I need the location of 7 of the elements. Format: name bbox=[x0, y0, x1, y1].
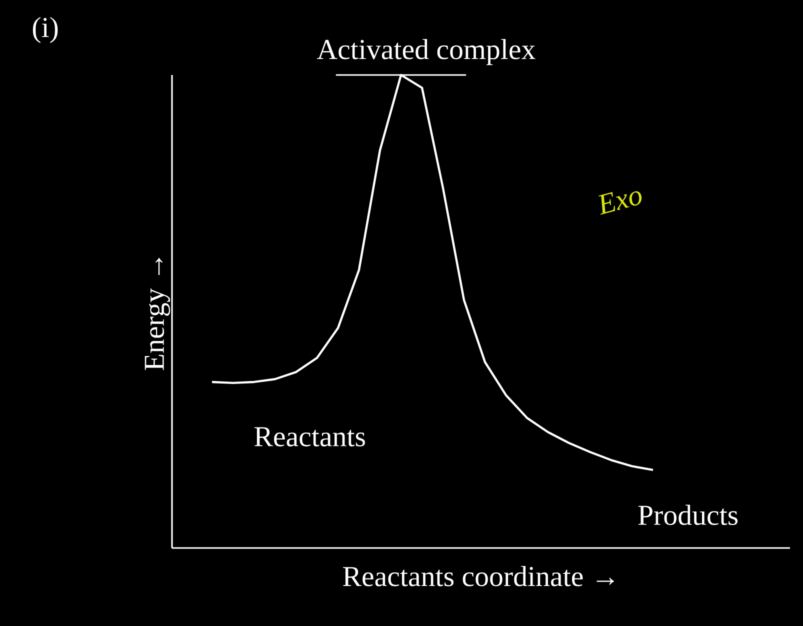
chart-title: (i) bbox=[32, 16, 58, 44]
annotation: Products bbox=[638, 504, 738, 526]
x-axis-title: Reactants coordinate → bbox=[343, 566, 614, 586]
text: Activated complex bbox=[316, 38, 536, 66]
annotation: Exo bbox=[598, 191, 642, 215]
annotation: Reactants bbox=[254, 427, 365, 446]
y-axis-title: Energy → bbox=[144, 258, 170, 370]
